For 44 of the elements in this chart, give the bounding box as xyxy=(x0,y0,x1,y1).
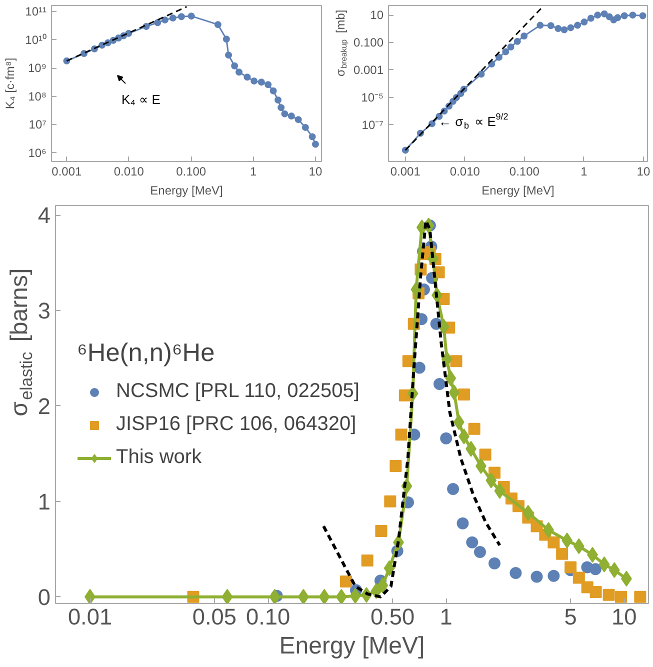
x-tick-label: 0.010 xyxy=(450,164,480,178)
y-tick-label: 10⁻⁷ xyxy=(362,118,384,132)
y-tick-label: 10⁸ xyxy=(28,89,47,104)
y-tick-label: 10⁶ xyxy=(28,146,47,160)
y-axis-title: σelastic [barns] xyxy=(6,268,36,416)
legend-label: This work xyxy=(116,446,202,469)
x-axis-title: Energy [MeV] xyxy=(150,184,223,198)
y-tick-label: 10¹¹ xyxy=(25,4,47,19)
annotation: K₄ ∝ E xyxy=(122,92,161,107)
x-tick-label: 0.01 xyxy=(68,604,112,630)
y-tick-label: 2 xyxy=(38,392,51,419)
x-tick-label: 0.100 xyxy=(176,164,206,178)
legend-title: ⁶He(n,n)⁶He xyxy=(77,339,216,368)
y-tick-label: 1 xyxy=(38,488,51,514)
x-tick-label: 10 xyxy=(636,164,650,178)
y-tick-label: 4 xyxy=(38,202,51,228)
x-tick-label: 10 xyxy=(612,604,637,630)
x-axis-title: Energy [MeV] xyxy=(482,184,554,198)
x-tick-label: 0.05 xyxy=(192,604,237,630)
x-tick-label: 1 xyxy=(440,604,452,630)
y-axis-title: σbreakup [mb] xyxy=(334,10,349,76)
x-tick-label: 0.100 xyxy=(509,164,540,178)
x-tick-label: 0.10 xyxy=(246,604,290,630)
y-tick-label: 0.001 xyxy=(353,62,384,77)
x-tick-label: 0.001 xyxy=(390,164,421,178)
y-tick-label: 10 xyxy=(370,8,384,22)
x-tick-label: 5 xyxy=(564,604,577,630)
legend-label: JISP16 [PRC 106, 064320] xyxy=(116,413,356,436)
x-tick-label: 0.010 xyxy=(114,164,144,178)
x-axis-title: Energy [MeV] xyxy=(279,632,425,660)
y-tick-label: 0.100 xyxy=(353,36,384,50)
x-tick-label: 10 xyxy=(308,164,322,178)
y-tick-label: 10⁻⁵ xyxy=(361,90,384,104)
y-tick-label: 3 xyxy=(38,297,51,324)
y-axis-title: K₄ [c·fm⁸] xyxy=(3,58,18,110)
x-tick-label: 0.50 xyxy=(370,604,415,630)
y-tick-label: 0 xyxy=(38,584,51,610)
y-tick-label: 10⁷ xyxy=(28,118,47,132)
x-tick-label: 1 xyxy=(580,164,588,178)
x-tick-label: 1 xyxy=(250,164,257,178)
y-tick-label: 10¹⁰ xyxy=(25,32,46,47)
x-tick-label: 0.001 xyxy=(52,164,82,178)
y-tick-label: 10⁹ xyxy=(28,61,47,76)
legend-label: NCSMC [PRL 110, 022505] xyxy=(116,380,360,403)
